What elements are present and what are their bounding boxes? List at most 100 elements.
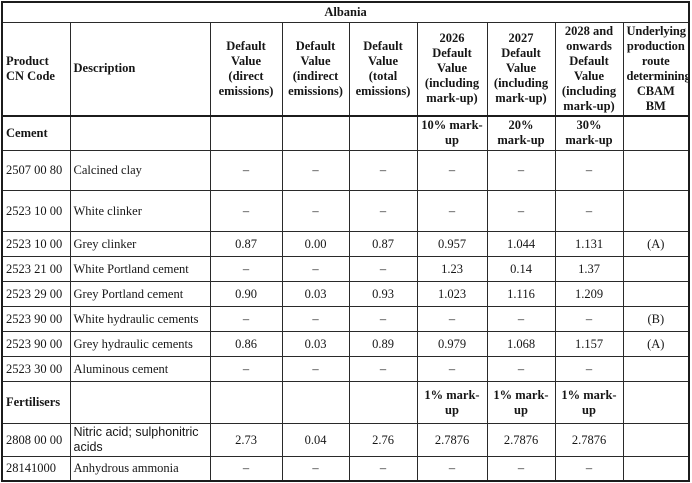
value-2028-cell: 1.131 xyxy=(554,231,624,257)
value-2028-cell: – xyxy=(554,356,624,382)
description-cell: Calcined clay xyxy=(69,150,211,191)
indirect-emissions-value-cell xyxy=(281,381,350,424)
direct-emissions-value-cell: – xyxy=(209,190,283,232)
production-route-cell xyxy=(622,281,690,307)
cn-code-cell: 2523 10 00 xyxy=(1,231,71,257)
total-emissions-value-cell: 0.87 xyxy=(348,231,418,257)
direct-emissions-value-cell: – xyxy=(209,356,283,382)
total-emissions-value-cell: – xyxy=(348,306,418,332)
cn-code-cell: 2523 90 00 xyxy=(1,331,71,357)
value-2026-cell: – xyxy=(416,306,488,332)
description-cell: Grey Portland cement xyxy=(69,281,211,307)
value-2028-cell: 2.7876 xyxy=(554,423,624,457)
cn-code-cell: 28141000 xyxy=(1,456,71,481)
indirect-emissions-value-cell: – xyxy=(281,256,350,282)
direct-emissions-value-cell: 0.86 xyxy=(209,331,283,357)
col-header-description: Description xyxy=(69,21,211,117)
description-cell: Anhydrous ammonia xyxy=(69,456,211,481)
product-row-white-clinker: 2523 10 00 White clinker – – – – – – xyxy=(1,190,690,232)
value-2026-cell: 10% mark-up xyxy=(416,115,488,151)
value-2027-cell: 20% mark-up xyxy=(486,115,556,151)
total-emissions-value-cell: – xyxy=(348,456,418,481)
product-row-grey-portland-cement: 2523 29 00 Grey Portland cement 0.90 0.0… xyxy=(1,281,690,307)
indirect-emissions-value-cell: – xyxy=(281,456,350,481)
indirect-emissions-value-cell: – xyxy=(281,356,350,382)
title-row: Albania xyxy=(1,1,690,23)
cn-code-cell: 2523 90 00 xyxy=(1,306,71,332)
cn-code-cell: 2523 30 00 xyxy=(1,356,71,382)
production-route-cell xyxy=(622,190,690,232)
production-route-cell xyxy=(622,423,690,457)
value-2027-cell: 1.044 xyxy=(486,231,556,257)
total-emissions-value-cell: – xyxy=(348,356,418,382)
indirect-emissions-value-cell: – xyxy=(281,190,350,232)
production-route-cell xyxy=(622,256,690,282)
value-2026-cell: 1.23 xyxy=(416,256,488,282)
product-row-white-hydraulic-cements: 2523 90 00 White hydraulic cements – – –… xyxy=(1,306,690,332)
value-2027-cell: 1.116 xyxy=(486,281,556,307)
total-emissions-value-cell: 2.76 xyxy=(348,423,418,457)
indirect-emissions-value-cell: 0.04 xyxy=(281,423,350,457)
product-row-aluminous-cement: 2523 30 00 Aluminous cement – – – – – – xyxy=(1,356,690,382)
product-row-grey-hydraulic-cements: 2523 90 00 Grey hydraulic cements 0.86 0… xyxy=(1,331,690,357)
col-header-2026-value: 2026 Default Value (including mark-up) xyxy=(416,21,488,117)
cn-code-cell: 2523 21 00 xyxy=(1,256,71,282)
value-2027-cell: – xyxy=(486,190,556,232)
col-header-default-total: Default Value (total emissions) xyxy=(348,21,418,117)
direct-emissions-value-cell: – xyxy=(209,256,283,282)
description-cell: White hydraulic cements xyxy=(69,306,211,332)
production-route-cell xyxy=(622,381,690,424)
cn-code-cell: 2808 00 00 xyxy=(1,423,71,457)
column-header-row: Product CN Code Description Default Valu… xyxy=(1,21,690,117)
indirect-emissions-value-cell: – xyxy=(281,150,350,191)
value-2028-cell: – xyxy=(554,306,624,332)
description-cell xyxy=(69,381,211,424)
section-row-fertilisers: Fertilisers 1% mark-up 1% mark-up 1% mar… xyxy=(1,381,690,424)
product-row-calcined-clay: 2507 00 80 Calcined clay – – – – – – xyxy=(1,150,690,191)
indirect-emissions-value-cell: 0.03 xyxy=(281,331,350,357)
description-cell: Grey hydraulic cements xyxy=(69,331,211,357)
value-2026-cell: 0.957 xyxy=(416,231,488,257)
direct-emissions-value-cell: 0.90 xyxy=(209,281,283,307)
col-header-2028-value: 2028 and onwards Default Value (includin… xyxy=(554,21,624,117)
direct-emissions-value-cell: – xyxy=(209,306,283,332)
production-route-cell xyxy=(622,456,690,481)
value-2028-cell: 1.37 xyxy=(554,256,624,282)
description-cell xyxy=(69,115,211,151)
description-cell: White clinker xyxy=(69,190,211,232)
value-2028-cell: – xyxy=(554,150,624,191)
total-emissions-value-cell: – xyxy=(348,150,418,191)
total-emissions-value-cell: 0.89 xyxy=(348,331,418,357)
value-2027-cell: 2.7876 xyxy=(486,423,556,457)
value-2027-cell: 1.068 xyxy=(486,331,556,357)
direct-emissions-value-cell: 0.87 xyxy=(209,231,283,257)
value-2028-cell: 1.157 xyxy=(554,331,624,357)
value-2026-cell: 1% mark-up xyxy=(416,381,488,424)
cn-code-cell: 2523 29 00 xyxy=(1,281,71,307)
col-header-production-route: Underlying production route determining … xyxy=(622,21,690,117)
value-2027-cell: 1% mark-up xyxy=(486,381,556,424)
description-cell: Aluminous cement xyxy=(69,356,211,382)
product-row-nitric-acid: 2808 00 00 Nitric acid; sulphonitric aci… xyxy=(1,423,690,457)
total-emissions-value-cell xyxy=(348,115,418,151)
value-2026-cell: – xyxy=(416,356,488,382)
value-2028-cell: – xyxy=(554,456,624,481)
total-emissions-value-cell: 0.93 xyxy=(348,281,418,307)
value-2026-cell: 0.979 xyxy=(416,331,488,357)
value-2027-cell: – xyxy=(486,356,556,382)
value-2026-cell: 1.023 xyxy=(416,281,488,307)
product-row-grey-clinker: 2523 10 00 Grey clinker 0.87 0.00 0.87 0… xyxy=(1,231,690,257)
col-header-2027-value: 2027 Default Value (including mark-up) xyxy=(486,21,556,117)
value-2027-cell: – xyxy=(486,306,556,332)
description-cell: Grey clinker xyxy=(69,231,211,257)
direct-emissions-value-cell: – xyxy=(209,456,283,481)
col-header-product-cn-code: Product CN Code xyxy=(1,21,71,117)
cn-code-cell: 2507 00 80 xyxy=(1,150,71,191)
country-title: Albania xyxy=(1,1,690,23)
production-route-cell xyxy=(622,356,690,382)
production-route-cell xyxy=(622,150,690,191)
value-2028-cell: – xyxy=(554,190,624,232)
cn-code-cell: 2523 10 00 xyxy=(1,190,71,232)
